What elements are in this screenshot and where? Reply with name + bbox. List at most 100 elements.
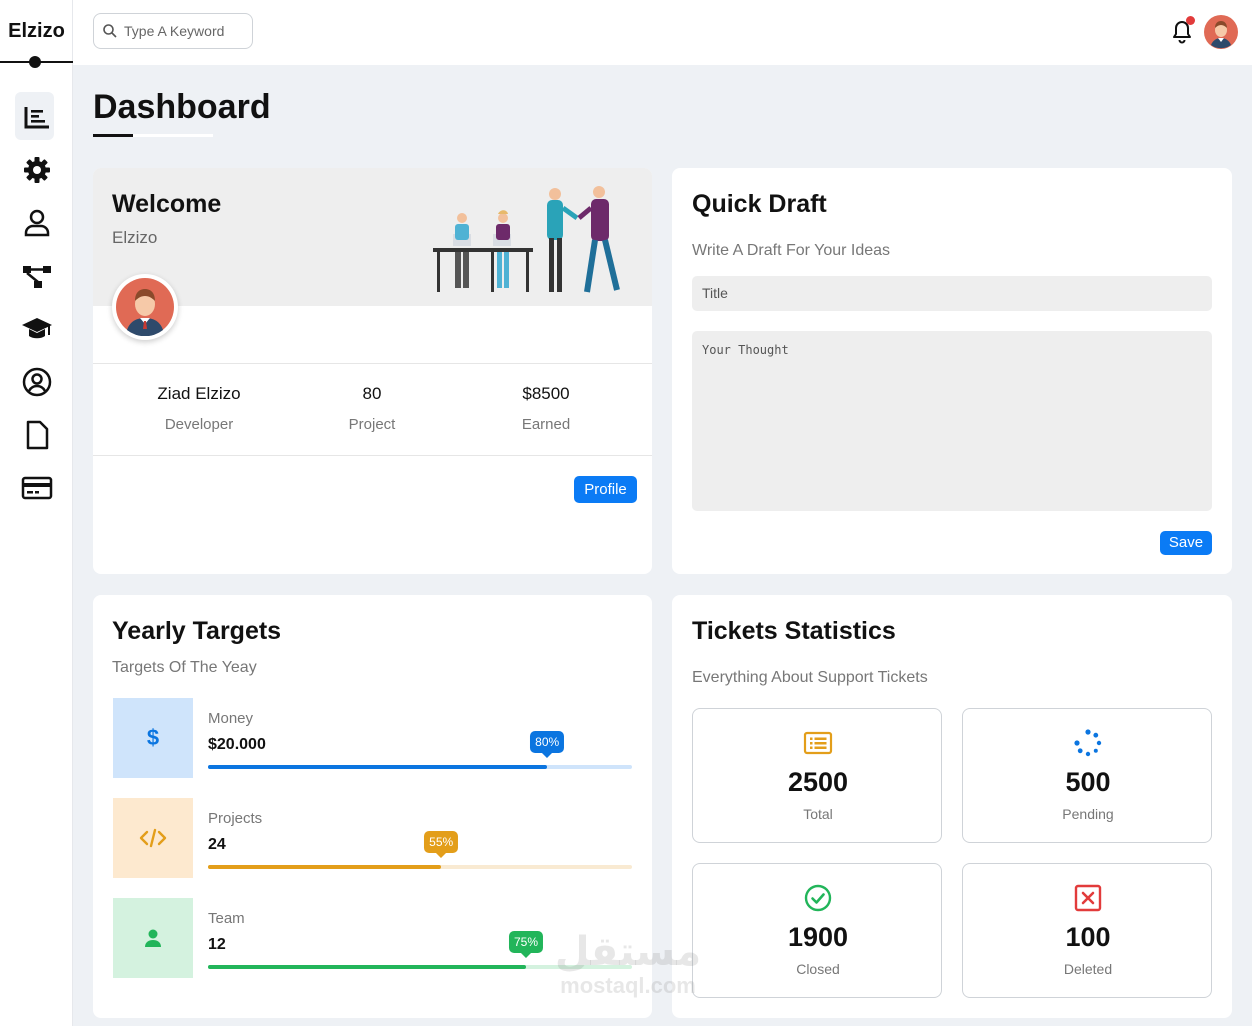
targets-subtitle: Targets Of The Yeay [112,659,257,676]
ticket-count: 100 [1065,922,1111,952]
avatar[interactable] [1204,15,1238,49]
stat-value: $8500 [522,384,570,403]
tickets-subtitle: Everything About Support Tickets [692,669,928,686]
ticket-label: Pending [1062,806,1114,822]
target-label: Projects [208,810,263,827]
team-illustration [433,186,620,293]
progress-track [208,765,632,769]
watermark-arabic: مستقل [554,929,702,975]
progress-track [208,965,632,969]
sidebar-item-settings[interactable] [0,143,73,196]
target-row-team: Team 12 75% [113,898,632,978]
target-row-money: $ Money $20.000 80% [113,698,632,778]
check-circle-icon [804,884,832,912]
diagram-icon [22,265,51,288]
credit-card-icon [21,476,52,499]
draft-subtitle: Write A Draft For Your Ideas [692,242,891,259]
spinner-icon [1074,729,1102,757]
stat-projects: 80 Project [292,384,452,433]
welcome-subtitle: Elzizo [112,228,158,247]
progress-fill [208,865,442,869]
target-value: 24 [208,836,226,853]
target-icon-box [113,898,193,978]
welcome-card: Welcome Elzizo [93,168,652,574]
graduation-cap-icon [21,317,52,338]
notification-dot [1186,16,1195,25]
title-underline-accent [93,134,133,137]
target-label: Team [208,910,245,927]
page-title: Dashboard [93,88,271,126]
stat-label: Developer [164,416,234,433]
user-outline-icon [24,209,49,236]
sidebar-item-friends[interactable] [0,355,73,408]
code-icon [139,828,167,848]
ticket-count: 1900 [787,922,849,952]
gear-icon [23,156,50,183]
welcome-title: Welcome [112,190,222,218]
stat-earned: $8500 Earned [466,384,626,433]
draft-thought-textarea[interactable]: Your Thought [692,331,1212,511]
search-box[interactable] [93,13,253,49]
sidebar-item-courses[interactable] [0,302,73,355]
progress-fill [208,965,526,969]
ticket-pending: 500 Pending [962,708,1212,843]
target-label: Money [208,710,254,727]
sidebar-item-dashboard[interactable] [0,90,73,143]
x-square-icon [1074,884,1102,912]
sidebar-item-plans[interactable] [0,461,73,514]
save-button[interactable]: Save [1160,531,1212,555]
user-icon [145,929,161,947]
sidebar-item-files[interactable] [0,408,73,461]
stat-value: 80 [362,384,382,403]
bell-icon[interactable] [1170,19,1194,45]
brand-divider-dot [29,56,41,68]
welcome-header: Welcome Elzizo [93,168,652,306]
sidebar-nav [0,90,73,514]
profile-button[interactable]: Profile [574,476,637,503]
progress-badge: 55% [424,831,459,858]
draft-title: Quick Draft [692,190,827,218]
yearly-targets-card: Yearly Targets Targets Of The Yeay $ Mon… [93,595,652,1018]
list-icon [803,731,833,755]
ticket-closed: 1900 Closed [692,863,942,998]
dollar-icon: $ [146,725,160,750]
progress-badge: 80% [530,731,565,758]
progress-fill [208,765,548,769]
sidebar-item-projects[interactable] [0,249,73,302]
brand-logo: Elzizo [8,20,65,42]
ticket-label: Total [803,806,833,822]
sidebar-item-profile[interactable] [0,196,73,249]
target-value: 12 [208,936,226,953]
ticket-count: 2500 [787,767,849,797]
user-circle-icon [22,367,51,396]
targets-title: Yearly Targets [112,617,282,645]
search-icon [103,24,117,38]
target-row-projects: Projects 24 55% [113,798,632,878]
divider [93,363,652,364]
stat-value: Ziad Elzizo [157,384,241,403]
draft-title-input[interactable]: Title [692,276,1212,311]
ticket-label: Deleted [1063,961,1113,977]
ticket-total: 2500 Total [692,708,942,843]
target-value: $20.000 [208,736,266,753]
watermark: مستقل mostaql.com [548,930,708,998]
stat-label: Project [348,416,396,433]
stat-name: Ziad Elzizo Developer [119,384,279,433]
welcome-avatar [112,274,178,340]
progress-track [208,865,632,869]
search-input[interactable] [124,23,244,39]
title-underline [93,134,213,137]
top-bar [73,0,1252,65]
divider [93,455,652,456]
tickets-title: Tickets Statistics [692,617,896,645]
tickets-statistics-card: Tickets Statistics Everything About Supp… [672,595,1232,1018]
dashboard-icon [24,106,49,128]
ticket-deleted: 100 Deleted [962,863,1212,998]
avatar-image [116,278,174,337]
quick-draft-card: Quick Draft Write A Draft For Your Ideas… [672,168,1232,574]
ticket-label: Closed [796,961,840,977]
target-icon-box: $ [113,698,193,778]
file-icon [26,420,48,449]
stat-label: Earned [521,416,571,433]
watermark-latin: mostaql.com [560,973,696,998]
